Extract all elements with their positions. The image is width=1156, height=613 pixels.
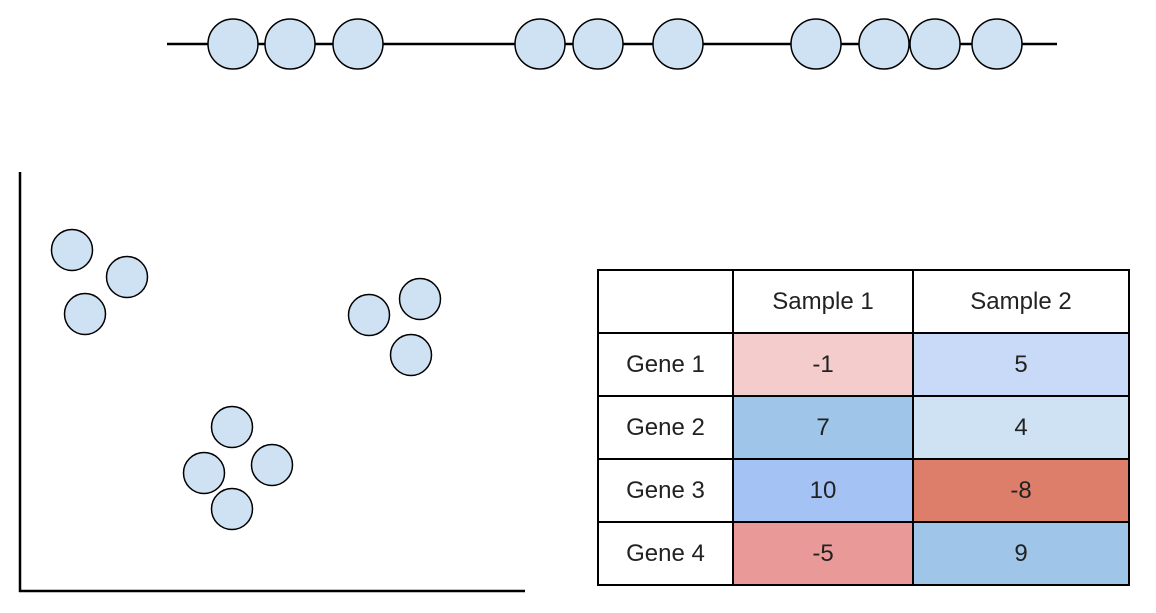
top-chain [167, 18, 1057, 70]
chain-node [572, 18, 624, 70]
chain-node [332, 18, 384, 70]
chain-node [909, 18, 961, 70]
value-cell: -1 [732, 332, 914, 397]
row-label: Gene 1 [597, 332, 734, 397]
scatter-axes [18, 172, 525, 593]
scatter-point [347, 293, 391, 337]
column-header: Sample 1 [732, 269, 914, 334]
cluster-2 [347, 277, 442, 377]
value-cell: 5 [912, 332, 1130, 397]
scatter-point [105, 255, 149, 299]
table-row: Gene 1 -1 5 [597, 332, 1130, 397]
value-cell: 7 [732, 395, 914, 460]
chain-node [207, 18, 259, 70]
cluster-1 [50, 228, 149, 336]
table-header-row: Sample 1 Sample 2 [597, 269, 1130, 334]
expression-table: Sample 1 Sample 2 Gene 1 -1 5 Gene 2 7 4… [597, 269, 1130, 586]
chain-node [971, 18, 1023, 70]
row-label: Gene 4 [597, 521, 734, 586]
row-label: Gene 3 [597, 458, 734, 523]
scatter-point [210, 487, 254, 531]
value-cell: -8 [912, 458, 1130, 523]
value-cell: 9 [912, 521, 1130, 586]
chain-node [264, 18, 316, 70]
cluster-3 [182, 405, 294, 531]
chain-node [514, 18, 566, 70]
column-header: Sample 2 [912, 269, 1130, 334]
table-row: Gene 3 10 -8 [597, 458, 1130, 523]
scatter-point [250, 443, 294, 487]
scatter-point [50, 228, 94, 272]
chain-node [790, 18, 842, 70]
chain-node [652, 18, 704, 70]
value-cell: 10 [732, 458, 914, 523]
value-cell: 4 [912, 395, 1130, 460]
table-row: Gene 2 7 4 [597, 395, 1130, 460]
scatter-point [182, 451, 226, 495]
row-label: Gene 2 [597, 395, 734, 460]
scatter-point [398, 277, 442, 321]
scatter-point [389, 333, 433, 377]
scatter-point [63, 292, 107, 336]
table-corner-cell [597, 269, 734, 334]
scatter-point [210, 405, 254, 449]
chain-node [858, 18, 910, 70]
value-cell: -5 [732, 521, 914, 586]
table-row: Gene 4 -5 9 [597, 521, 1130, 586]
